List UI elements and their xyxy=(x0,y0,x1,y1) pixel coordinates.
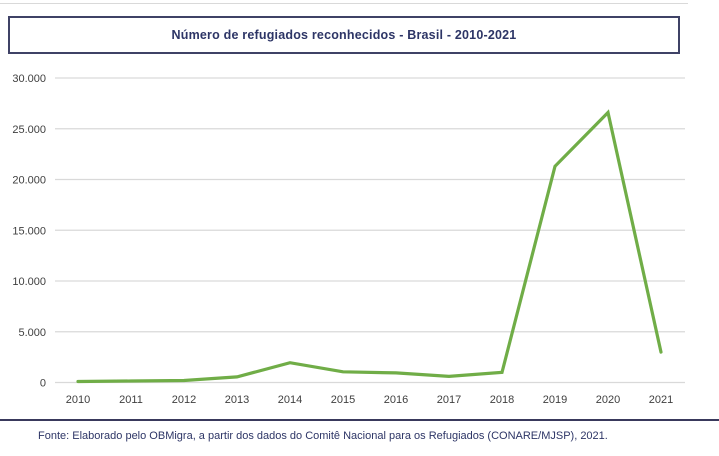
x-axis-tick-label: 2018 xyxy=(490,394,514,406)
y-axis-tick-label: 20.000 xyxy=(12,175,46,187)
x-axis-tick-label: 2011 xyxy=(119,394,143,406)
footer-divider xyxy=(0,419,719,421)
x-axis-tick-label: 2020 xyxy=(596,394,620,406)
y-axis-tick-label: 10.000 xyxy=(12,276,46,288)
x-axis-tick-label: 2013 xyxy=(225,394,249,406)
x-axis-tick-label: 2019 xyxy=(543,394,567,406)
x-axis-tick-label: 2010 xyxy=(66,394,90,406)
chart-title: Número de refugiados reconhecidos - Bras… xyxy=(171,28,517,42)
y-axis-tick-label: 5.000 xyxy=(18,327,46,339)
source-note: Fonte: Elaborado pelo OBMigra, a partir … xyxy=(38,430,608,442)
x-axis-tick-label: 2021 xyxy=(649,394,673,406)
data-series-line xyxy=(76,109,663,384)
y-axis-tick-label: 25.000 xyxy=(12,124,46,136)
y-axis-tick-label: 15.000 xyxy=(12,225,46,237)
x-axis-tick-label: 2017 xyxy=(437,394,461,406)
x-axis-tick-label: 2012 xyxy=(172,394,196,406)
y-axis-tick-label: 0 xyxy=(40,378,46,390)
y-axis-tick-label: 30.000 xyxy=(12,73,46,85)
x-axis-tick-label: 2016 xyxy=(384,394,408,406)
x-axis-tick-label: 2014 xyxy=(278,394,302,406)
top-divider xyxy=(0,3,688,4)
x-axis-tick-label: 2015 xyxy=(331,394,355,406)
chart-title-box: Número de refugiados reconhecidos - Bras… xyxy=(8,16,680,54)
